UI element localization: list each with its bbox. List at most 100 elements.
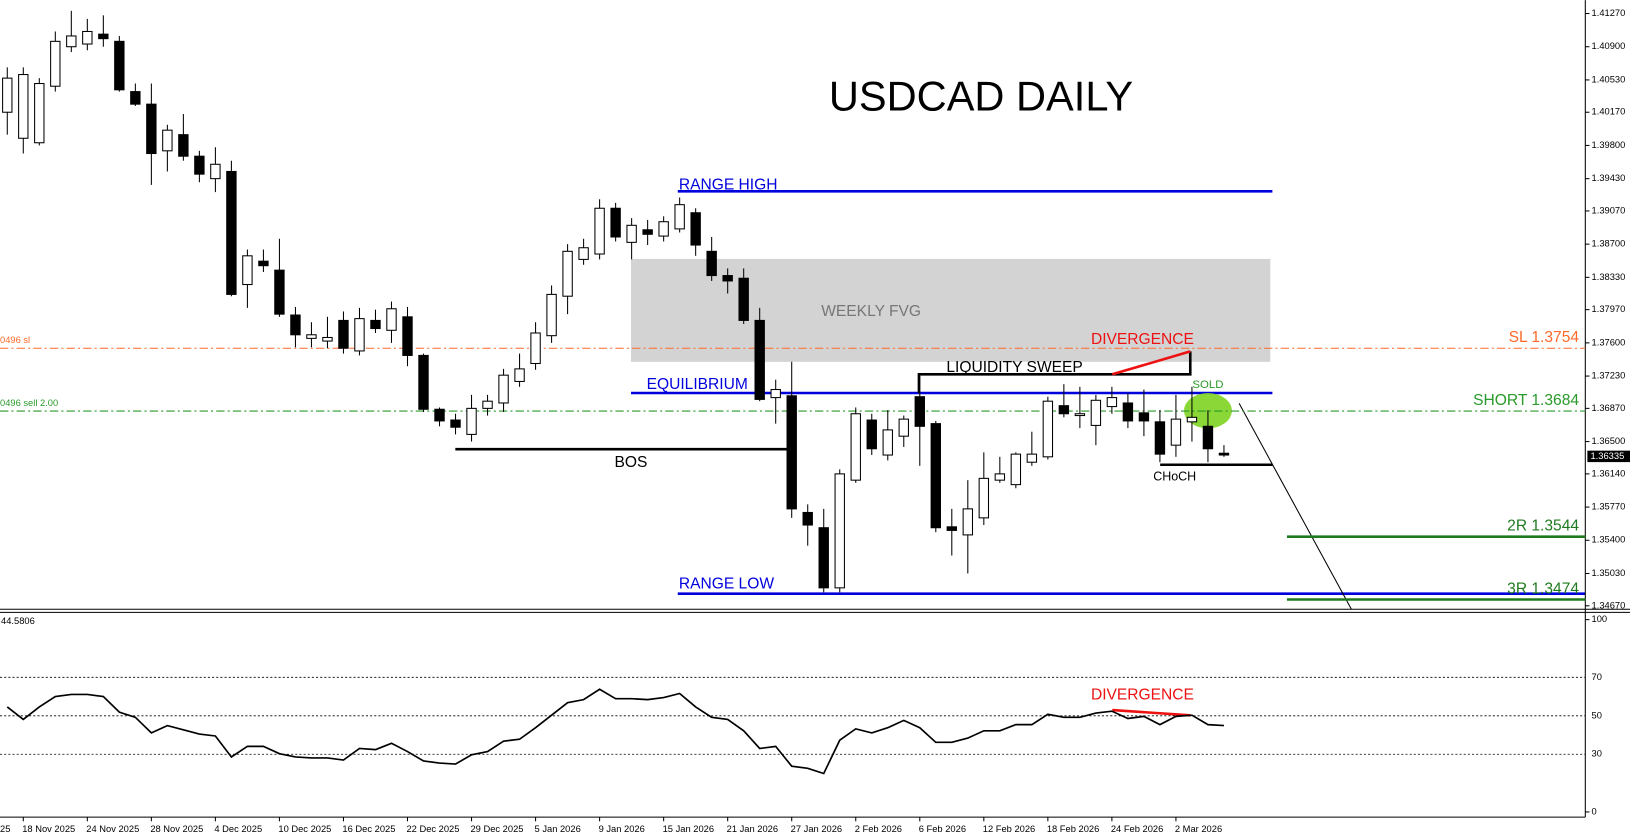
candle-body	[514, 368, 525, 382]
y-tick-label: 1.36140	[1592, 468, 1626, 478]
y-tick-label: 1.38700	[1592, 239, 1626, 249]
candle-body	[306, 334, 317, 339]
x-tick-label: 27 Jan 2026	[791, 824, 842, 834]
candle-body	[594, 207, 605, 255]
candle-body	[338, 319, 349, 349]
y-tick-label: 1.36500	[1592, 436, 1626, 446]
x-tick-label: 6 Feb 2026	[919, 824, 966, 834]
x-tick-label: 9 Jan 2026	[599, 824, 645, 834]
candle-body	[466, 407, 477, 435]
y-tick-label: 1.35770	[1592, 502, 1626, 512]
x-tick-label: 24 Feb 2026	[1111, 824, 1163, 834]
candle-body	[402, 316, 413, 356]
x-tick-label: 28 Nov 2025	[150, 824, 203, 834]
candle-body	[1010, 453, 1022, 486]
candle-body	[562, 250, 573, 297]
fvg-label: WEEKLY FVG	[821, 303, 921, 320]
equilibrium-label: EQUILIBRIUM	[647, 376, 748, 393]
y-tick-label: 1.39800	[1592, 140, 1626, 150]
candle-body	[274, 269, 285, 315]
y-tick-label: 1.40900	[1592, 41, 1626, 51]
y-tick-label: 1.38330	[1592, 272, 1626, 282]
candle-body	[114, 40, 125, 91]
candle-body	[50, 40, 61, 87]
candle-body	[434, 408, 445, 422]
candle-body	[370, 319, 381, 330]
candle-body	[770, 389, 781, 399]
candle-body	[1074, 413, 1086, 417]
candle-body	[530, 332, 541, 365]
y-tick-label: 100	[1592, 614, 1608, 624]
x-tick-label: 22 Dec 2025	[406, 824, 459, 834]
candle-body	[626, 224, 637, 243]
candle-body	[1106, 397, 1118, 408]
level-label: 3R 1.3474	[1507, 580, 1579, 597]
y-tick-label: 1.37600	[1592, 337, 1626, 347]
x-tick-label: 24 Nov 2025	[86, 824, 139, 834]
candle-body	[418, 354, 429, 410]
candle-body	[834, 473, 845, 589]
x-tick-label: 29 Dec 2025	[470, 824, 523, 834]
candle-body	[450, 419, 461, 428]
candle-body	[578, 247, 589, 260]
order-label: 0496 sell 2.00	[0, 398, 58, 408]
candle-body	[882, 429, 893, 456]
y-tick-label: 1.40170	[1592, 107, 1626, 117]
candle-body	[722, 275, 733, 282]
candle-body	[754, 319, 765, 400]
candle-body	[786, 395, 797, 510]
candle-body	[962, 508, 974, 536]
sweep-label: LIQUIDITY SWEEP	[946, 359, 1082, 376]
candle-body	[690, 212, 701, 246]
candle-body	[610, 207, 621, 238]
x-tick-label: 10 Dec 2025	[278, 824, 331, 834]
order-label: 0496 sl	[0, 335, 30, 345]
candle-body	[674, 204, 685, 230]
candle-body	[2, 77, 13, 113]
x-tick-label: 5 Jan 2026	[535, 824, 581, 834]
annotations: WEEKLY FVG RANGE HIGH RANGE LOW EQUILIBR…	[455, 72, 1586, 717]
candle-body	[1058, 405, 1070, 415]
candle-body	[866, 419, 877, 450]
y-tick-label: 30	[1592, 749, 1602, 759]
rsi-divergence-label: DIVERGENCE	[1091, 687, 1194, 704]
choch-label: CHoCH	[1153, 469, 1196, 483]
candle-body	[1154, 421, 1166, 455]
bos-label: BOS	[615, 454, 648, 471]
y-tick-label: 1.41270	[1592, 8, 1626, 18]
candle-body	[386, 308, 397, 331]
x-tick-label: 18 Feb 2026	[1047, 824, 1099, 834]
candle-body	[162, 129, 173, 152]
candle-body	[242, 255, 253, 286]
candle-body	[1138, 412, 1150, 422]
x-tick-label: 2 Feb 2026	[855, 824, 902, 834]
candle-body	[34, 83, 45, 144]
candle-body	[194, 155, 205, 175]
rsi-line	[6, 688, 1225, 775]
candle-body	[482, 400, 493, 409]
current-price-label: 1.36335	[1590, 451, 1624, 461]
x-tick-label: 4 Dec 2025	[214, 824, 262, 834]
y-tick-label: 50	[1592, 710, 1602, 720]
range-low-label: RANGE LOW	[679, 575, 775, 592]
rsi-divergence-line	[1112, 708, 1191, 717]
x-tick-label: 21 Jan 2026	[727, 824, 778, 834]
y-tick-label: 1.39070	[1592, 205, 1626, 215]
candle-body	[1202, 425, 1214, 450]
candle-body	[178, 134, 189, 157]
candle-body	[354, 318, 365, 352]
x-tick-label: 12 Feb 2026	[983, 824, 1035, 834]
candle-body	[226, 170, 237, 295]
y-tick-label: 1.35030	[1592, 568, 1626, 578]
candle-body	[978, 477, 990, 519]
current-price-box	[1587, 450, 1630, 463]
candle-body	[1042, 400, 1054, 458]
x-tick-label: 25	[0, 824, 10, 834]
sold-label: SOLD	[1192, 379, 1223, 391]
candle-body	[498, 374, 509, 404]
candle-body	[1122, 402, 1134, 422]
candle-body	[1170, 418, 1182, 446]
